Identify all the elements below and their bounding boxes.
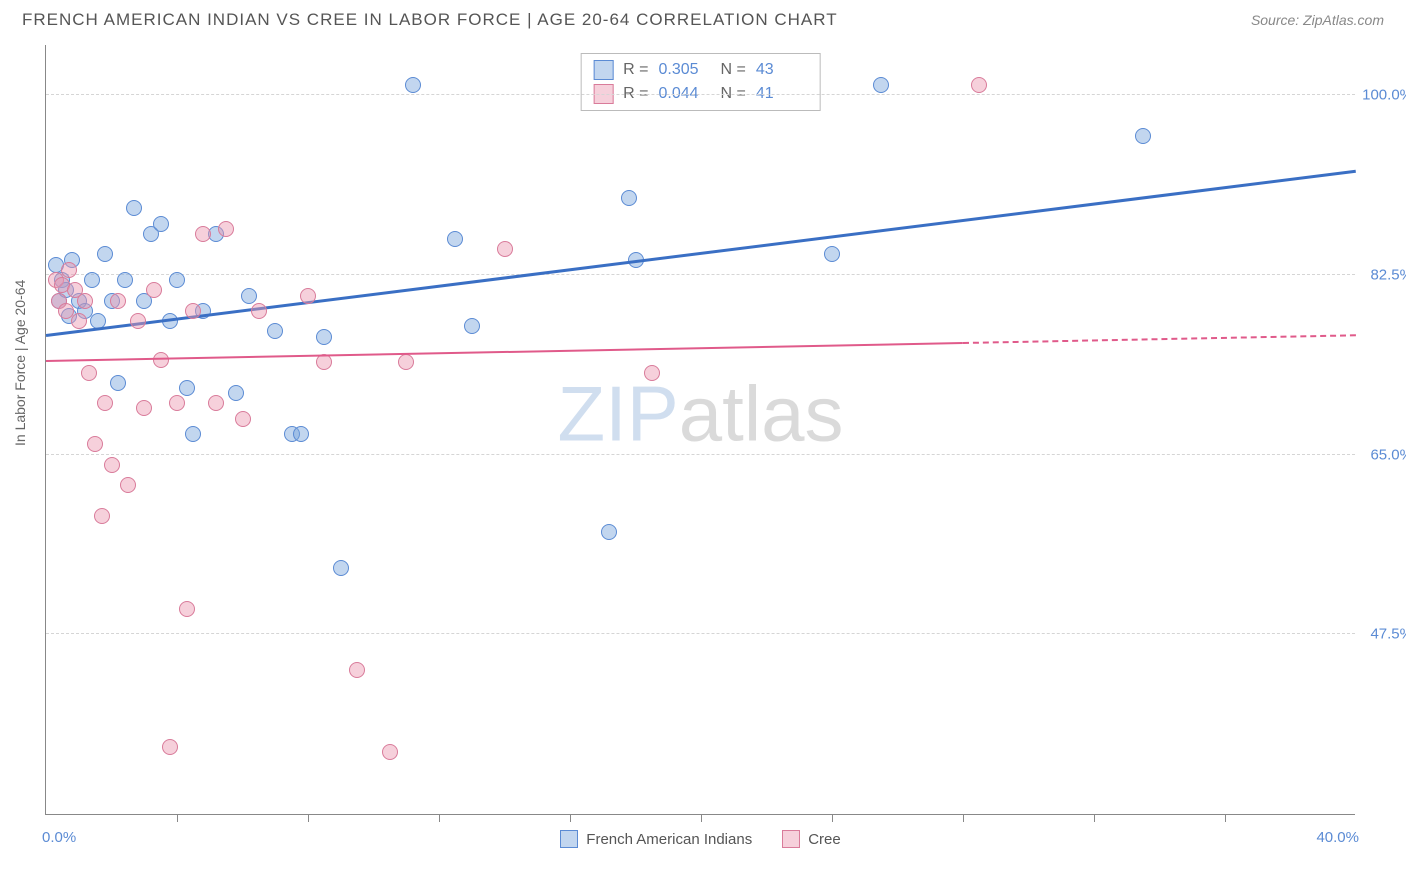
data-point	[241, 288, 257, 304]
data-point	[235, 411, 251, 427]
data-point	[104, 457, 120, 473]
data-point	[153, 216, 169, 232]
chart-header: FRENCH AMERICAN INDIAN VS CREE IN LABOR …	[0, 0, 1406, 38]
data-point	[153, 352, 169, 368]
x-tick	[1094, 814, 1095, 822]
data-point	[87, 436, 103, 452]
data-point	[126, 200, 142, 216]
x-tick	[1225, 814, 1226, 822]
gridline	[46, 94, 1355, 95]
data-point	[447, 231, 463, 247]
legend-item: French American Indians	[560, 830, 752, 848]
data-point	[169, 272, 185, 288]
legend-swatch-b	[782, 830, 800, 848]
data-point	[218, 221, 234, 237]
data-point	[97, 246, 113, 262]
data-point	[349, 662, 365, 678]
n-label: N =	[721, 61, 746, 79]
watermark-part1: ZIP	[557, 370, 678, 458]
y-axis-label: In Labor Force | Age 20-64	[12, 280, 28, 446]
scatter-chart: ZIPatlas R = 0.305 N = 43 R = 0.044 N = …	[45, 45, 1355, 815]
data-point	[644, 365, 660, 381]
data-point	[405, 77, 421, 93]
x-tick	[701, 814, 702, 822]
data-point	[873, 77, 889, 93]
x-tick	[177, 814, 178, 822]
data-point	[169, 395, 185, 411]
data-point	[185, 303, 201, 319]
trend-line	[963, 335, 1356, 345]
r-value: 0.305	[659, 61, 711, 79]
x-tick	[308, 814, 309, 822]
data-point	[94, 508, 110, 524]
data-point	[61, 262, 77, 278]
data-point	[162, 739, 178, 755]
chart-title: FRENCH AMERICAN INDIAN VS CREE IN LABOR …	[22, 10, 838, 30]
data-point	[316, 329, 332, 345]
r-label: R =	[623, 61, 648, 79]
n-value: 43	[756, 61, 808, 79]
data-point	[77, 293, 93, 309]
correlation-legend: R = 0.305 N = 43 R = 0.044 N = 41	[580, 53, 821, 111]
legend-swatch-a	[593, 60, 613, 80]
x-tick	[570, 814, 571, 822]
data-point	[136, 400, 152, 416]
data-point	[382, 744, 398, 760]
data-point	[179, 601, 195, 617]
data-point	[251, 303, 267, 319]
data-point	[824, 246, 840, 262]
chart-source: Source: ZipAtlas.com	[1251, 12, 1384, 28]
data-point	[1135, 128, 1151, 144]
data-point	[497, 241, 513, 257]
data-point	[110, 293, 126, 309]
data-point	[333, 560, 349, 576]
x-tick	[832, 814, 833, 822]
data-point	[110, 375, 126, 391]
x-tick	[963, 814, 964, 822]
data-point	[316, 354, 332, 370]
data-point	[81, 365, 97, 381]
data-point	[97, 395, 113, 411]
data-point	[300, 288, 316, 304]
gridline	[46, 274, 1355, 275]
gridline	[46, 454, 1355, 455]
data-point	[130, 313, 146, 329]
data-point	[601, 524, 617, 540]
data-point	[71, 313, 87, 329]
data-point	[117, 272, 133, 288]
y-tick-label: 100.0%	[1362, 87, 1406, 104]
data-point	[228, 385, 244, 401]
data-point	[146, 282, 162, 298]
data-point	[293, 426, 309, 442]
data-point	[120, 477, 136, 493]
y-tick-label: 47.5%	[1370, 626, 1406, 643]
gridline	[46, 633, 1355, 634]
series-legend: French American Indians Cree	[46, 830, 1355, 848]
data-point	[267, 323, 283, 339]
trend-line	[46, 169, 1356, 336]
y-tick-label: 82.5%	[1370, 267, 1406, 284]
data-point	[398, 354, 414, 370]
data-point	[208, 395, 224, 411]
legend-label: French American Indians	[586, 831, 752, 848]
legend-swatch-a	[560, 830, 578, 848]
legend-item: Cree	[782, 830, 841, 848]
legend-label: Cree	[808, 831, 841, 848]
data-point	[464, 318, 480, 334]
watermark-part2: atlas	[679, 370, 844, 458]
data-point	[185, 426, 201, 442]
data-point	[195, 226, 211, 242]
y-tick-label: 65.0%	[1370, 446, 1406, 463]
data-point	[971, 77, 987, 93]
watermark: ZIPatlas	[557, 369, 843, 460]
trend-line	[46, 342, 963, 362]
data-point	[621, 190, 637, 206]
x-tick	[439, 814, 440, 822]
data-point	[179, 380, 195, 396]
data-point	[84, 272, 100, 288]
legend-row: R = 0.305 N = 43	[593, 58, 808, 82]
